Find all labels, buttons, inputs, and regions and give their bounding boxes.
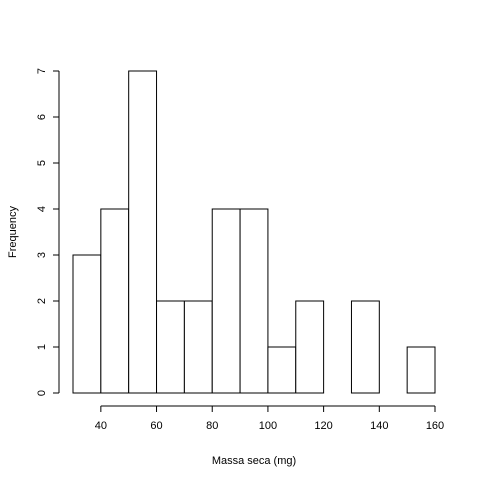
histogram-bar: [156, 300, 185, 394]
x-tick-label: 80: [206, 420, 218, 432]
x-tick-label: 160: [426, 420, 444, 432]
x-tick-label: 100: [259, 420, 277, 432]
y-tick-label: 0: [36, 390, 48, 396]
x-axis-label: Massa seca (mg): [212, 455, 296, 467]
x-tick-label: 120: [314, 420, 332, 432]
y-axis-label: Frequency: [7, 206, 19, 258]
histogram-bar: [295, 300, 325, 394]
histogram-bar: [350, 300, 380, 394]
y-tick-label: 6: [36, 114, 48, 120]
y-tick-label: 5: [36, 160, 48, 166]
histogram-bar: [239, 208, 269, 394]
y-tick-label: 1: [36, 344, 48, 350]
x-tick-label: 140: [370, 420, 388, 432]
y-tick-label: 7: [36, 68, 48, 74]
x-axis-ticks: 40 60 80 100 120 140 160: [95, 406, 444, 432]
histogram-bar: [100, 208, 130, 394]
histogram-bar: [406, 346, 436, 394]
histogram-bar: [128, 70, 158, 394]
y-tick-label: 3: [36, 252, 48, 258]
histogram-bars: [72, 70, 436, 394]
x-tick-label: 40: [95, 420, 107, 432]
y-tick-label: 4: [36, 206, 48, 212]
histogram-bar: [267, 346, 297, 394]
histogram-bar: [183, 300, 213, 394]
x-tick-label: 60: [150, 420, 162, 432]
y-tick-label: 2: [36, 298, 48, 304]
histogram-bar: [72, 254, 102, 394]
y-axis-ticks: 0 1 2 3 4 5 6 7: [36, 68, 59, 396]
histogram-bar: [211, 208, 241, 394]
